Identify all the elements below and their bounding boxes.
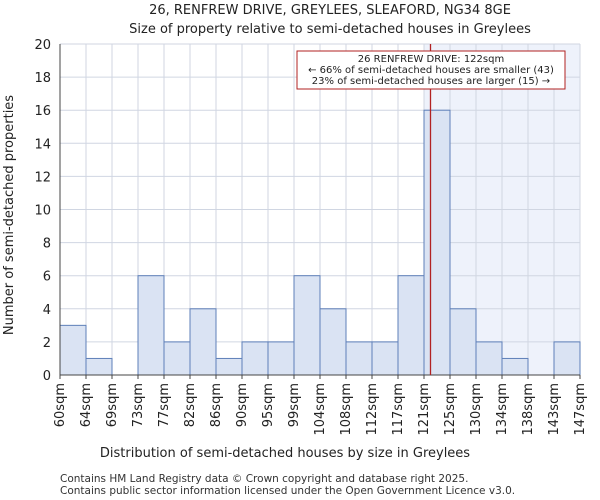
footer-line-2: Contains public sector information licen…: [60, 485, 515, 497]
histogram-bar: [85, 357, 113, 376]
annotation-line: ← 66% of semi-detached houses are smalle…: [308, 65, 554, 76]
histogram-bar: [345, 341, 373, 376]
y-tick-label: 10: [34, 204, 51, 219]
y-tick-label: 0: [43, 369, 51, 384]
x-tick-label: 138sqm: [521, 383, 536, 436]
y-tick-label: 14: [34, 137, 51, 152]
y-axis-label: Number of semi-detached properties: [2, 95, 17, 335]
y-tick-label: 16: [34, 104, 51, 119]
x-tick-label: 147sqm: [573, 383, 588, 436]
x-tick-label: 108sqm: [339, 383, 354, 436]
histogram-bar: [371, 341, 399, 376]
x-tick-label: 86sqm: [209, 383, 224, 427]
y-tick-label: 4: [43, 303, 51, 318]
histogram-bar: [475, 341, 503, 376]
y-tick-label: 18: [34, 71, 51, 86]
histogram-bar: [189, 308, 217, 376]
x-tick-label: 60sqm: [53, 383, 68, 427]
annotation-line: 26 RENFREW DRIVE: 122sqm: [358, 54, 504, 65]
x-tick-label: 121sqm: [417, 383, 432, 436]
y-tick-label: 20: [34, 38, 51, 53]
annotation-line: 23% of semi-detached houses are larger (…: [312, 76, 550, 87]
x-tick-label: 69sqm: [105, 383, 120, 427]
x-tick-label: 125sqm: [443, 383, 458, 436]
x-tick-label: 99sqm: [287, 383, 302, 427]
x-tick-label: 77sqm: [157, 383, 172, 427]
histogram-bar: [163, 341, 191, 376]
chart-title: 26, RENFREW DRIVE, GREYLEES, SLEAFORD, N…: [149, 3, 511, 18]
footer-line-1: Contains HM Land Registry data © Crown c…: [60, 473, 468, 485]
histogram-bar: [501, 357, 529, 376]
plot-area: 0 2 4 6 8 10 12 14 16 18 20 60sqm 64sqm 69sqm 73sqm 77s…: [34, 38, 588, 436]
histogram-bar: [397, 275, 425, 376]
histogram-bar: [293, 275, 321, 376]
x-tick-label: 143sqm: [547, 383, 562, 436]
y-tick-label: 12: [34, 170, 51, 185]
histogram-bar: [59, 324, 87, 376]
histogram-bar: [319, 308, 347, 376]
x-axis-label: Distribution of semi-detached houses by …: [100, 446, 470, 461]
chart-subtitle: Size of property relative to semi-detach…: [129, 22, 531, 37]
x-tick-label: 64sqm: [79, 383, 94, 427]
x-tick-label: 130sqm: [469, 383, 484, 436]
y-tick-label: 8: [43, 237, 51, 252]
y-tick-label: 2: [43, 336, 51, 351]
x-tick-label: 90sqm: [235, 383, 250, 427]
x-tick-label: 73sqm: [131, 383, 146, 427]
histogram-bar: [241, 341, 269, 376]
histogram-bar: [553, 341, 581, 376]
x-tick-label: 104sqm: [313, 383, 328, 436]
histogram-bar: [215, 357, 243, 376]
x-tick-label: 117sqm: [391, 383, 406, 436]
histogram-bar: [423, 109, 451, 376]
histogram-bar: [449, 308, 477, 376]
y-tick-label: 6: [43, 270, 51, 285]
x-tick-label: 95sqm: [261, 383, 276, 427]
histogram-bar: [267, 341, 295, 376]
x-tick-label: 134sqm: [495, 383, 510, 436]
x-tick-label: 82sqm: [183, 383, 198, 427]
annotation-box: [296, 50, 566, 90]
x-tick-label: 112sqm: [365, 383, 380, 436]
histogram-bar: [137, 275, 165, 376]
